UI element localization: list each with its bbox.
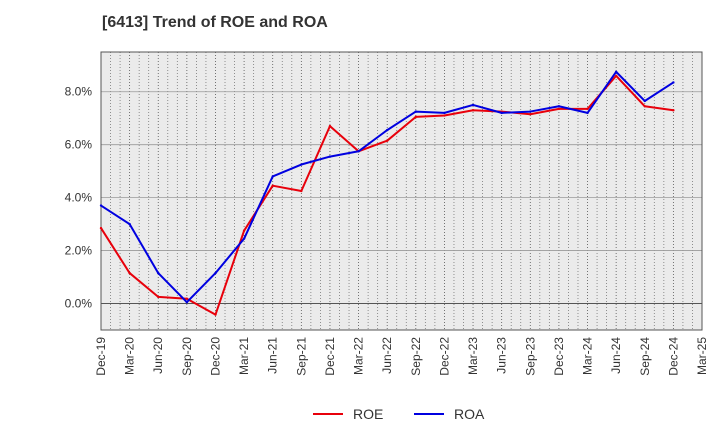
x-tick-label: Dec-21 xyxy=(323,337,337,376)
x-tick-label: Mar-23 xyxy=(466,337,480,375)
data-point-roa xyxy=(271,175,274,178)
data-point-roa xyxy=(586,111,589,115)
data-point-roe xyxy=(328,124,332,128)
data-point-roa xyxy=(529,110,532,113)
data-point-roe xyxy=(643,105,646,108)
data-point-roe xyxy=(157,295,160,299)
x-tick-label: Mar-25 xyxy=(695,337,709,375)
data-point-roe xyxy=(414,115,418,119)
x-tick-label: Sep-20 xyxy=(180,337,194,376)
data-point-roa xyxy=(443,111,446,115)
x-tick-label: Dec-19 xyxy=(94,337,108,376)
data-point-roa xyxy=(500,111,503,115)
data-point-roa xyxy=(300,163,303,166)
x-tick-label: Mar-22 xyxy=(352,337,366,375)
x-tick-label: Sep-24 xyxy=(638,337,652,376)
legend-label-roe: ROE xyxy=(353,406,383,422)
x-tick-label: Dec-20 xyxy=(208,337,222,376)
data-point-roe xyxy=(471,109,475,112)
x-tick-label: Dec-24 xyxy=(666,337,680,376)
data-point-roa xyxy=(471,103,475,107)
data-point-roe xyxy=(214,313,217,316)
x-tick-label: Mar-24 xyxy=(581,337,595,375)
data-point-roa xyxy=(557,105,561,108)
data-point-roe xyxy=(672,109,675,112)
data-point-roe xyxy=(529,113,532,116)
x-tick-label: Jun-20 xyxy=(151,337,165,374)
x-tick-label: Sep-23 xyxy=(523,337,537,376)
x-tick-label: Jun-23 xyxy=(495,337,509,374)
data-point-roa xyxy=(357,150,360,153)
data-point-roa xyxy=(328,155,332,158)
data-point-roa xyxy=(242,237,246,240)
data-point-roe xyxy=(128,271,131,275)
x-tick-label: Sep-21 xyxy=(294,337,308,376)
plot-area xyxy=(101,52,702,330)
data-point-roe xyxy=(443,114,446,117)
data-point-roa xyxy=(614,70,618,74)
data-point-roe xyxy=(614,74,618,78)
x-tick-label: Sep-22 xyxy=(409,337,423,376)
data-point-roa xyxy=(99,204,103,207)
y-tick-label: 2.0% xyxy=(65,244,93,258)
y-tick-label: 8.0% xyxy=(65,85,93,99)
data-point-roe xyxy=(242,229,246,232)
chart-title: [6413] Trend of ROE and ROA xyxy=(102,14,328,31)
data-point-roa xyxy=(157,271,160,275)
x-tick-label: Jun-22 xyxy=(380,337,394,374)
data-point-roa xyxy=(672,81,675,84)
x-tick-label: Dec-23 xyxy=(552,337,566,376)
data-point-roa xyxy=(185,301,189,304)
data-point-roe xyxy=(99,226,103,230)
data-point-roe xyxy=(300,189,303,193)
data-point-roe xyxy=(557,107,561,111)
x-tick-label: Dec-22 xyxy=(437,337,451,376)
x-tick-label: Jun-21 xyxy=(266,337,280,374)
x-tick-label: Mar-21 xyxy=(237,337,251,375)
plot-border xyxy=(100,51,703,331)
y-tick-label: 4.0% xyxy=(65,191,93,205)
legend-label-roa: ROA xyxy=(454,406,485,422)
data-point-roa xyxy=(214,271,217,275)
data-point-roa xyxy=(128,222,131,226)
data-point-roe xyxy=(271,184,274,187)
data-point-roe xyxy=(185,297,189,300)
data-point-roa xyxy=(385,128,389,132)
y-tick-label: 0.0% xyxy=(65,297,93,311)
data-point-roe xyxy=(586,107,589,111)
data-point-roa xyxy=(643,99,646,103)
y-tick-label: 6.0% xyxy=(65,138,93,152)
data-point-roa xyxy=(414,110,418,113)
x-tick-label: Jun-24 xyxy=(609,337,623,374)
data-point-roe xyxy=(385,139,389,142)
x-tick-label: Mar-20 xyxy=(123,337,137,375)
